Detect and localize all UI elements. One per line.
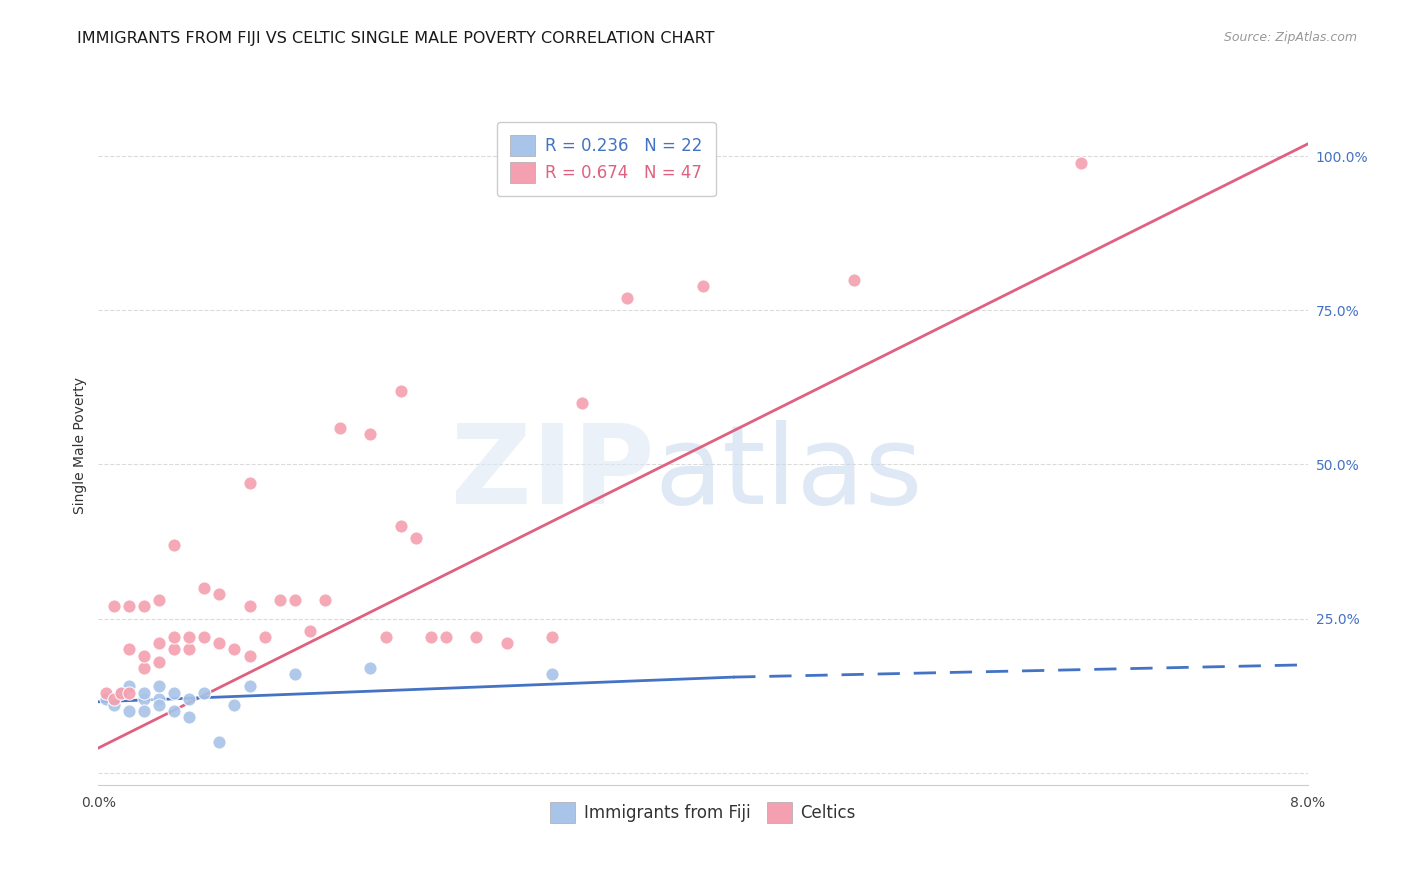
Point: [179, 630, 201, 644]
Point: [434, 630, 457, 644]
Point: [118, 685, 141, 699]
Point: [389, 519, 412, 533]
Point: [844, 272, 866, 286]
Point: [616, 291, 638, 305]
Point: [132, 599, 155, 614]
Point: [239, 475, 262, 490]
Point: [132, 648, 155, 663]
Point: [314, 593, 336, 607]
Point: [360, 426, 382, 441]
Point: [269, 593, 291, 607]
Point: [253, 630, 276, 644]
Point: [118, 642, 141, 657]
Legend: Immigrants from Fiji, Celtics: Immigrants from Fiji, Celtics: [541, 794, 865, 830]
Point: [94, 685, 117, 699]
Point: [163, 642, 186, 657]
Point: [193, 685, 215, 699]
Point: [239, 679, 262, 693]
Point: [1070, 155, 1092, 169]
Point: [118, 679, 141, 693]
Point: [148, 698, 170, 712]
Point: [692, 278, 714, 293]
Point: [540, 630, 562, 644]
Point: [179, 710, 201, 724]
Point: [208, 735, 231, 749]
Point: [571, 396, 593, 410]
Point: [465, 630, 488, 644]
Point: [148, 655, 170, 669]
Point: [132, 704, 155, 718]
Point: [163, 685, 186, 699]
Point: [239, 648, 262, 663]
Y-axis label: Single Male Poverty: Single Male Poverty: [73, 377, 87, 515]
Point: [110, 685, 132, 699]
Point: [224, 698, 246, 712]
Point: [132, 691, 155, 706]
Point: [148, 593, 170, 607]
Point: [208, 587, 231, 601]
Point: [163, 630, 186, 644]
Point: [405, 532, 427, 546]
Point: [540, 667, 562, 681]
Point: [420, 630, 443, 644]
Point: [148, 691, 170, 706]
Point: [94, 691, 117, 706]
Point: [103, 691, 125, 706]
Text: atlas: atlas: [655, 419, 924, 526]
Point: [208, 636, 231, 650]
Point: [239, 599, 262, 614]
Point: [103, 599, 125, 614]
Point: [110, 685, 132, 699]
Point: [163, 538, 186, 552]
Point: [163, 704, 186, 718]
Point: [118, 599, 141, 614]
Point: [148, 679, 170, 693]
Point: [118, 704, 141, 718]
Point: [299, 624, 322, 638]
Point: [224, 642, 246, 657]
Point: [374, 630, 396, 644]
Text: Source: ZipAtlas.com: Source: ZipAtlas.com: [1223, 31, 1357, 45]
Point: [284, 593, 307, 607]
Point: [103, 698, 125, 712]
Point: [193, 581, 215, 595]
Point: [329, 420, 352, 434]
Point: [284, 667, 307, 681]
Text: ZIP: ZIP: [451, 419, 655, 526]
Point: [132, 685, 155, 699]
Point: [179, 642, 201, 657]
Point: [193, 630, 215, 644]
Text: IMMIGRANTS FROM FIJI VS CELTIC SINGLE MALE POVERTY CORRELATION CHART: IMMIGRANTS FROM FIJI VS CELTIC SINGLE MA…: [77, 31, 714, 46]
Point: [360, 661, 382, 675]
Point: [389, 384, 412, 398]
Point: [132, 661, 155, 675]
Point: [179, 691, 201, 706]
Point: [148, 636, 170, 650]
Point: [495, 636, 517, 650]
